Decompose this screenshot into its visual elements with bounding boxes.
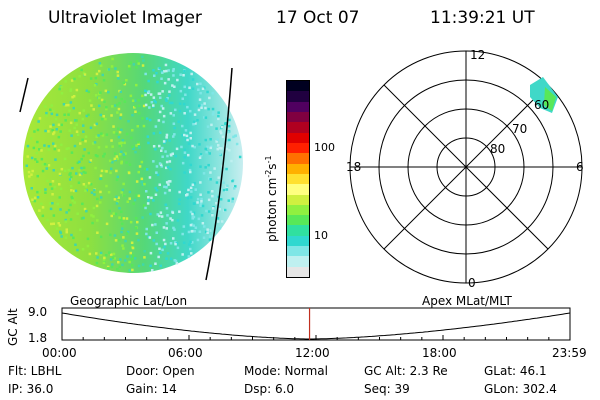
dsp-info: Dsp: 6.0	[244, 382, 295, 396]
timeline-right-title: Apex MLat/MLT	[422, 294, 512, 308]
colorbar-swatch	[287, 246, 309, 257]
colorbar-swatch	[287, 204, 309, 216]
mlt-label-12: 12	[470, 48, 485, 62]
limb-line-left	[19, 77, 29, 113]
colorbar-swatch	[287, 81, 309, 92]
mlt-label-18: 18	[346, 160, 361, 174]
colorbar-swatch	[287, 225, 309, 236]
colorbar-swatch	[287, 184, 309, 195]
time-label: 11:39:21 UT	[430, 8, 535, 28]
mlt-label-6: 6	[576, 160, 584, 174]
time-tick-2359: 23:59	[552, 346, 587, 360]
colorbar-tick-10: 10	[314, 229, 328, 242]
time-tick-1800: 18:00	[422, 346, 457, 360]
colorbar-swatch	[287, 215, 309, 226]
colorbar-swatch	[287, 122, 309, 133]
colorbar-swatch	[287, 112, 309, 123]
altitude-curve	[61, 312, 571, 340]
colorbar-swatch	[287, 235, 309, 247]
gc-alt-info: GC Alt: 2.3 Re	[364, 364, 448, 378]
uv-earth-image	[19, 53, 243, 281]
colorbar-swatch	[287, 163, 309, 174]
timeline-ylabel: GC Alt	[6, 308, 20, 346]
timeline-ymax: 9.0	[28, 305, 48, 319]
polar-plot: 12 18 6 0 60 70 80	[346, 48, 584, 290]
colorbar-swatch	[287, 101, 309, 112]
mlt-label-0: 0	[468, 276, 476, 290]
altitude-timeline	[61, 307, 571, 341]
lat-label-80: 80	[490, 142, 505, 156]
colorbar-swatch	[287, 153, 309, 164]
filter-info: Flt: LBHL	[8, 364, 62, 378]
lat-label-60: 60	[534, 98, 549, 112]
instrument-title: Ultraviolet Imager	[48, 8, 202, 28]
colorbar-swatch	[287, 142, 309, 154]
lat-label-70: 70	[512, 122, 527, 136]
mode-info: Mode: Normal	[244, 364, 328, 378]
colorbar-unit-label: photon cm-2s-1	[264, 155, 279, 242]
time-tick-0000: 00:00	[42, 346, 77, 360]
image-noise	[25, 55, 242, 272]
time-tick-1200: 12:00	[295, 346, 330, 360]
colorbar-swatch	[287, 132, 309, 143]
colorbar-tick-100: 100	[314, 141, 335, 154]
glon-info: GLon: 302.4	[484, 382, 557, 396]
time-tick-0600: 06:00	[168, 346, 203, 360]
colorbar-swatch	[287, 256, 309, 267]
timeline-left-title: Geographic Lat/Lon	[70, 294, 188, 308]
glat-info: GLat: 46.1	[484, 364, 547, 378]
timeline-ymin: 1.8	[28, 331, 48, 345]
polar-diagonal-2	[383, 84, 549, 250]
ip-info: IP: 36.0	[8, 382, 54, 396]
seq-info: Seq: 39	[364, 382, 410, 396]
aurora-core	[544, 87, 556, 111]
colorbar-swatch	[287, 173, 309, 185]
door-info: Door: Open	[126, 364, 195, 378]
colorbar-swatch	[287, 194, 309, 205]
colorbar-swatch	[287, 266, 309, 277]
colorbar-swatch	[287, 91, 309, 102]
date-label: 17 Oct 07	[276, 8, 360, 28]
colorbar	[286, 80, 310, 278]
gain-info: Gain: 14	[126, 382, 177, 396]
limb-line-right	[205, 67, 233, 281]
